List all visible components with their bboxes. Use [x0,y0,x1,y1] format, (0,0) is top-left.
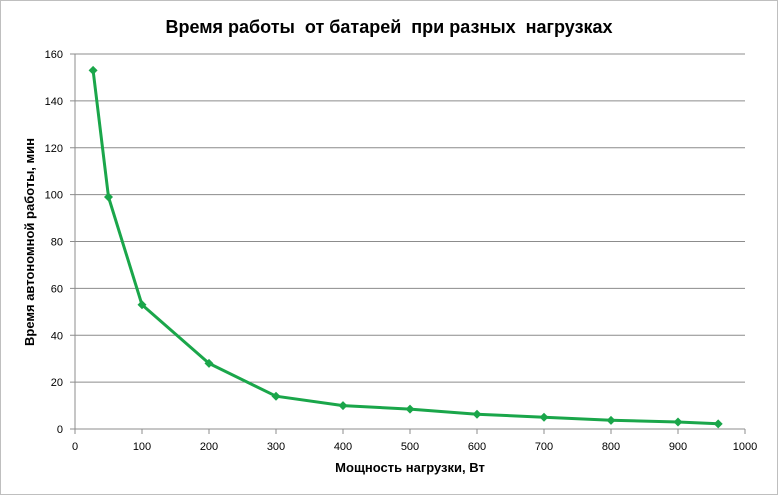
y-tick-labels: 0 20 40 60 80 100 120 140 160 [45,49,75,436]
x-tick-label: 900 [669,441,687,453]
data-point-marker [472,409,482,419]
y-axis-label: Время автономной работы, мин [22,138,37,346]
data-point-marker [88,65,98,75]
y-tick-label: 40 [51,330,63,342]
data-point-marker [606,415,616,425]
x-axis-label: Мощность нагрузки, Вт [335,460,485,475]
y-tick-label: 120 [45,143,63,155]
data-point-marker [673,417,683,427]
gridlines [75,53,745,383]
y-tick-label: 20 [51,377,63,389]
x-tick-label: 200 [200,441,218,453]
data-point-marker [271,391,281,401]
data-point-marker [137,300,147,310]
y-tick-label: 100 [45,190,63,202]
x-tick-label: 1000 [733,441,757,453]
data-point-marker [338,401,348,411]
x-tick-label: 800 [602,441,620,453]
y-tick-label: 60 [51,283,63,295]
x-tick-label: 0 [72,441,78,453]
data-point-marker [405,404,415,414]
x-tick-label: 100 [133,441,151,453]
series-group [88,65,723,429]
x-tick-label: 500 [401,441,419,453]
x-tick-label: 400 [334,441,352,453]
x-tick-label: 300 [267,441,285,453]
chart-title: Время работы от батарей при разных нагру… [165,17,612,37]
data-point-marker [713,419,723,429]
data-point-marker [204,358,214,368]
data-point-marker [539,412,549,422]
x-tick-label: 600 [468,441,486,453]
x-tick-label: 700 [535,441,553,453]
series-line [91,70,719,426]
y-tick-label: 80 [51,237,63,249]
y-tick-label: 140 [45,96,63,108]
y-tick-label: 0 [57,424,63,436]
data-point-marker [104,192,113,202]
y-tick-label: 160 [45,49,63,61]
x-tick-labels: 0 100 200 300 400 500 600 700 800 900 1000 [72,429,757,453]
